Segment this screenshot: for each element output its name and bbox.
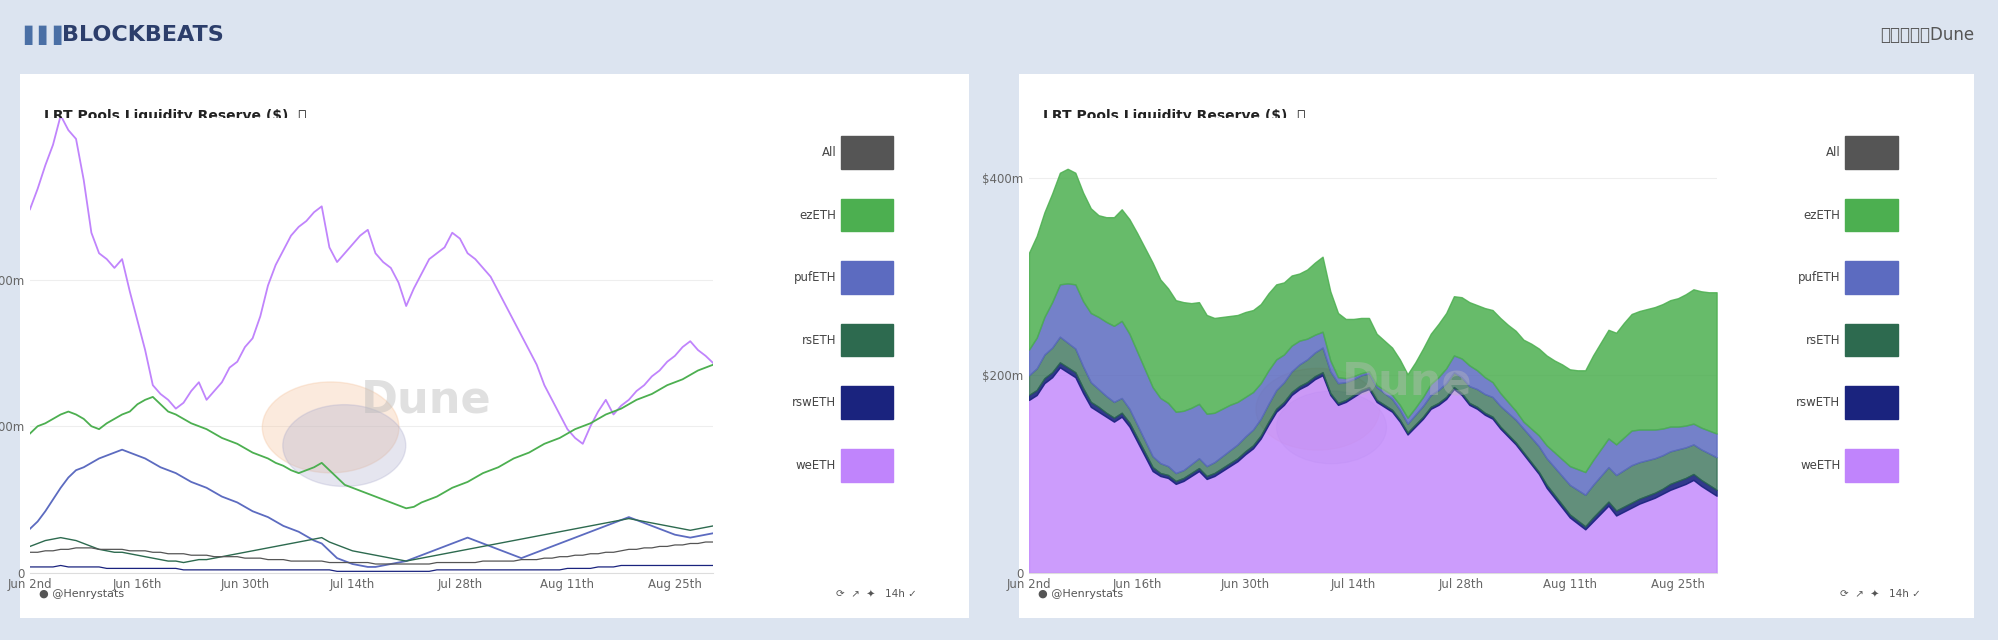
Text: weETH: weETH bbox=[795, 459, 835, 472]
Text: ● @Henrystats: ● @Henrystats bbox=[1039, 589, 1123, 598]
Text: ezETH: ezETH bbox=[799, 209, 835, 221]
Text: Dune: Dune bbox=[1343, 360, 1473, 403]
Text: BLOCKBEATS: BLOCKBEATS bbox=[62, 25, 224, 45]
Text: rsETH: rsETH bbox=[801, 333, 835, 347]
Text: ▌▌▌: ▌▌▌ bbox=[24, 25, 70, 45]
Text: rsETH: rsETH bbox=[1806, 333, 1840, 347]
Text: ezETH: ezETH bbox=[1804, 209, 1840, 221]
Text: All: All bbox=[821, 146, 835, 159]
Text: LRT Pools Liquidity Reserve ($)  🔼: LRT Pools Liquidity Reserve ($) 🔼 bbox=[44, 109, 306, 123]
Text: Last 90 Days: Last 90 Days bbox=[1043, 152, 1127, 166]
Text: rswETH: rswETH bbox=[1796, 396, 1840, 409]
Circle shape bbox=[1257, 368, 1381, 450]
Bar bbox=[841, 449, 893, 482]
Bar bbox=[1844, 449, 1898, 482]
Circle shape bbox=[284, 404, 406, 486]
Bar bbox=[1844, 387, 1898, 419]
Bar bbox=[841, 261, 893, 294]
Text: Dune: Dune bbox=[362, 379, 492, 422]
Text: rswETH: rswETH bbox=[791, 396, 835, 409]
Bar bbox=[841, 324, 893, 356]
Bar bbox=[841, 387, 893, 419]
Text: pufETH: pufETH bbox=[793, 271, 835, 284]
Bar bbox=[1844, 261, 1898, 294]
Text: Last 90 Days: Last 90 Days bbox=[44, 152, 128, 166]
Bar bbox=[1844, 198, 1898, 231]
Bar bbox=[841, 136, 893, 169]
Text: ⟳  ↗  ✦   14h ✓: ⟳ ↗ ✦ 14h ✓ bbox=[835, 589, 917, 598]
Text: 数据来源：Dune: 数据来源：Dune bbox=[1880, 26, 1974, 44]
Text: weETH: weETH bbox=[1800, 459, 1840, 472]
Bar bbox=[841, 198, 893, 231]
Circle shape bbox=[1277, 391, 1387, 464]
Text: ● @Henrystats: ● @Henrystats bbox=[40, 589, 124, 598]
Circle shape bbox=[262, 382, 400, 473]
Text: All: All bbox=[1826, 146, 1840, 159]
Text: ⟳  ↗  ✦   14h ✓: ⟳ ↗ ✦ 14h ✓ bbox=[1840, 589, 1922, 598]
Text: LRT Pools Liquidity Reserve ($)  🔼: LRT Pools Liquidity Reserve ($) 🔼 bbox=[1043, 109, 1305, 123]
Text: pufETH: pufETH bbox=[1798, 271, 1840, 284]
Bar bbox=[1844, 136, 1898, 169]
Bar bbox=[1844, 324, 1898, 356]
